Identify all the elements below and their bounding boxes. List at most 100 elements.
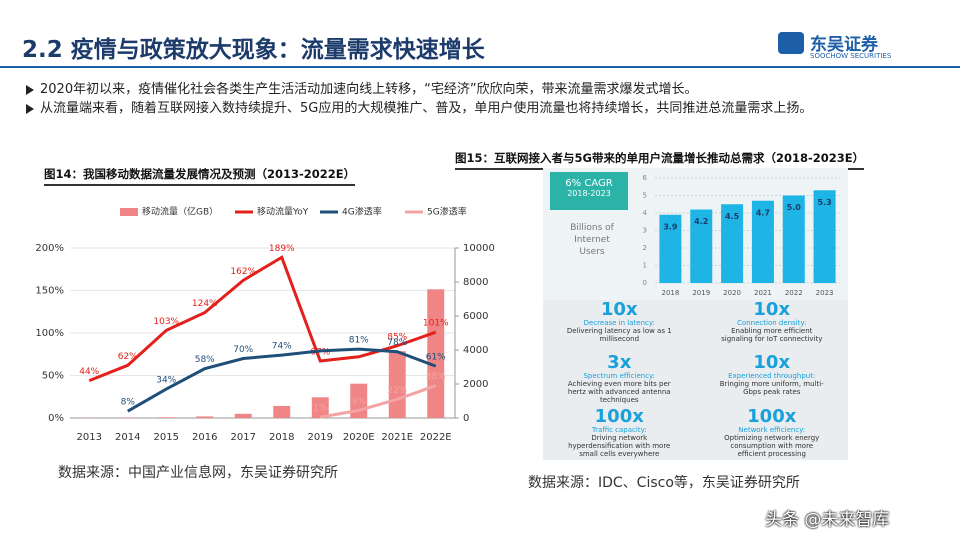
bar xyxy=(388,351,406,418)
bar xyxy=(659,214,682,283)
info-text: Bringing more uniform, multi-Gbps peak r… xyxy=(719,380,824,397)
bar xyxy=(234,413,252,418)
data-label: 22% xyxy=(387,386,407,396)
x-tick-label: 2014 xyxy=(115,432,140,443)
x-tick-label: 2019 xyxy=(692,289,710,297)
x-tick-label: 2016 xyxy=(192,432,217,443)
badge-sub: 2018-2023 xyxy=(567,189,611,198)
x-tick-label: 2020E xyxy=(343,432,375,443)
info-big: 100x xyxy=(594,405,644,427)
info-title: Experienced throughput: xyxy=(728,372,816,381)
bar xyxy=(782,195,805,283)
data-label: 78% xyxy=(387,338,407,348)
info-big: 3x xyxy=(607,352,632,374)
y2-tick-label: 6000 xyxy=(463,311,488,322)
data-label: 34% xyxy=(156,376,176,386)
data-label: 1% xyxy=(313,404,328,414)
bar xyxy=(196,416,214,418)
data-label: 4.7 xyxy=(756,208,770,217)
y2-tick-label: 10000 xyxy=(463,243,495,254)
y-tick-label: 4 xyxy=(643,209,648,217)
data-label: 5.3 xyxy=(817,198,831,207)
data-label: 103% xyxy=(153,317,179,327)
info-text: Achieving even more bits per hertz with … xyxy=(567,380,671,405)
legend-label: 5G渗透率 xyxy=(427,206,467,218)
x-tick-label: 2022E xyxy=(420,432,452,443)
info-title: Decrease in latency: xyxy=(583,319,655,327)
bullet: 从流量端来看，随着互联网接入数持续提升、5G应用的大规模推广、普及，单用户使用流… xyxy=(26,99,880,118)
bar xyxy=(690,209,713,283)
y-tick-label: 1 xyxy=(643,262,647,270)
x-tick-label: 2021 xyxy=(754,289,772,297)
x-tick-label: 2023 xyxy=(816,289,834,297)
x-tick-label: 2020 xyxy=(723,289,741,297)
data-label: 74% xyxy=(272,342,292,352)
y-tick-label: 0 xyxy=(643,279,647,287)
data-label: 44% xyxy=(79,367,99,377)
bullet: 2020年初以来，疫情催化社会各类生产生活活动加速向线上转移，“宅经济”欣欣向荣… xyxy=(26,80,920,99)
badge: 6% CAGR 2018-2023 xyxy=(550,172,628,210)
source: 数据来源：IDC、Cisco等，东吴证券研究所 xyxy=(528,475,800,491)
info-text: Optimizing network energy consumption wi… xyxy=(724,433,820,458)
data-label: 81% xyxy=(349,336,369,346)
info-title: Network efficiency: xyxy=(738,425,806,434)
data-label: 85% xyxy=(387,332,407,342)
logo-text: 东吴证券 xyxy=(810,35,878,55)
y-tick-label: 6 xyxy=(643,174,648,182)
info-item: 100x Network efficiency: Optimizing networ… xyxy=(696,407,849,460)
info-text: Delivering latency as low as 1 milliseco… xyxy=(566,327,672,343)
info-item: 3x Spectrum efficiency: Achieving even mor… xyxy=(543,353,696,406)
logo-icon xyxy=(778,32,804,54)
bar xyxy=(751,200,774,283)
y-axis-label: Billions of Internet Users xyxy=(570,223,614,257)
source: 数据来源：中国产业信息网，东吴证券研究所 xyxy=(58,465,338,481)
data-label: 5.0 xyxy=(787,203,802,212)
legend-label: 移动流量（亿GB） xyxy=(142,206,218,218)
info-big: 10x xyxy=(600,299,638,320)
info-item: 10x Connection density: Enabling more effi… xyxy=(696,300,849,353)
info-text: Enabling more efficient signaling for Io… xyxy=(721,327,823,343)
info-item: 10x Decrease in latency: Delivering latenc… xyxy=(543,300,696,353)
legend-label: 移动流量YoY xyxy=(257,206,309,218)
data-label: 67% xyxy=(310,348,330,358)
info-big: 100x xyxy=(747,405,797,427)
y-tick-label: 150% xyxy=(35,286,64,297)
legend-swatch xyxy=(120,208,138,216)
header-rule xyxy=(0,66,960,68)
bar xyxy=(157,417,175,418)
info-title: Connection density: xyxy=(737,319,807,327)
x-tick-label: 2019 xyxy=(308,432,333,443)
data-label: 4.2 xyxy=(694,217,708,226)
data-label: 38% xyxy=(426,372,446,382)
line xyxy=(88,255,437,382)
x-tick-label: 2013 xyxy=(77,432,102,443)
y-tick-label: 5 xyxy=(643,192,647,200)
y-tick-label: 100% xyxy=(35,328,64,339)
x-tick-label: 2021E xyxy=(381,432,413,443)
info-big: 10x xyxy=(753,352,791,374)
info-text: Driving network hyperdensification with … xyxy=(568,433,671,458)
logo-en: SOOCHOW SECURITIES xyxy=(810,52,892,60)
data-label: 70% xyxy=(233,345,253,355)
info-item: 100x Traffic capacity: Driving network hyp… xyxy=(543,407,696,460)
info-item: 10x Experienced throughput: Bringing more … xyxy=(696,353,849,406)
bar xyxy=(273,405,291,418)
y-tick-label: 200% xyxy=(35,243,64,254)
y-tick-label: 0% xyxy=(48,413,64,424)
info-big: 10x xyxy=(753,299,791,320)
data-label: 189% xyxy=(269,244,295,254)
y2-tick-label: 0 xyxy=(463,413,469,424)
chart: 0 1 2 3 4 5 6 3.9 2018 4.2 2019 4.5 2020 4.7 2021 5.0 20… xyxy=(643,174,840,297)
data-label: 9% xyxy=(352,397,367,407)
y-tick-label: 2 xyxy=(643,244,647,252)
watermark: 头条 @未来智库 xyxy=(765,510,890,530)
y-tick-label: 50% xyxy=(42,371,64,382)
y2-tick-label: 4000 xyxy=(463,345,488,356)
legend-label: 4G渗透率 xyxy=(342,206,382,218)
data-label: 162% xyxy=(230,267,256,277)
data-label: 62% xyxy=(118,352,138,362)
data-label: 61% xyxy=(426,353,446,363)
line xyxy=(319,384,437,419)
x-tick-label: 2022 xyxy=(785,289,803,297)
